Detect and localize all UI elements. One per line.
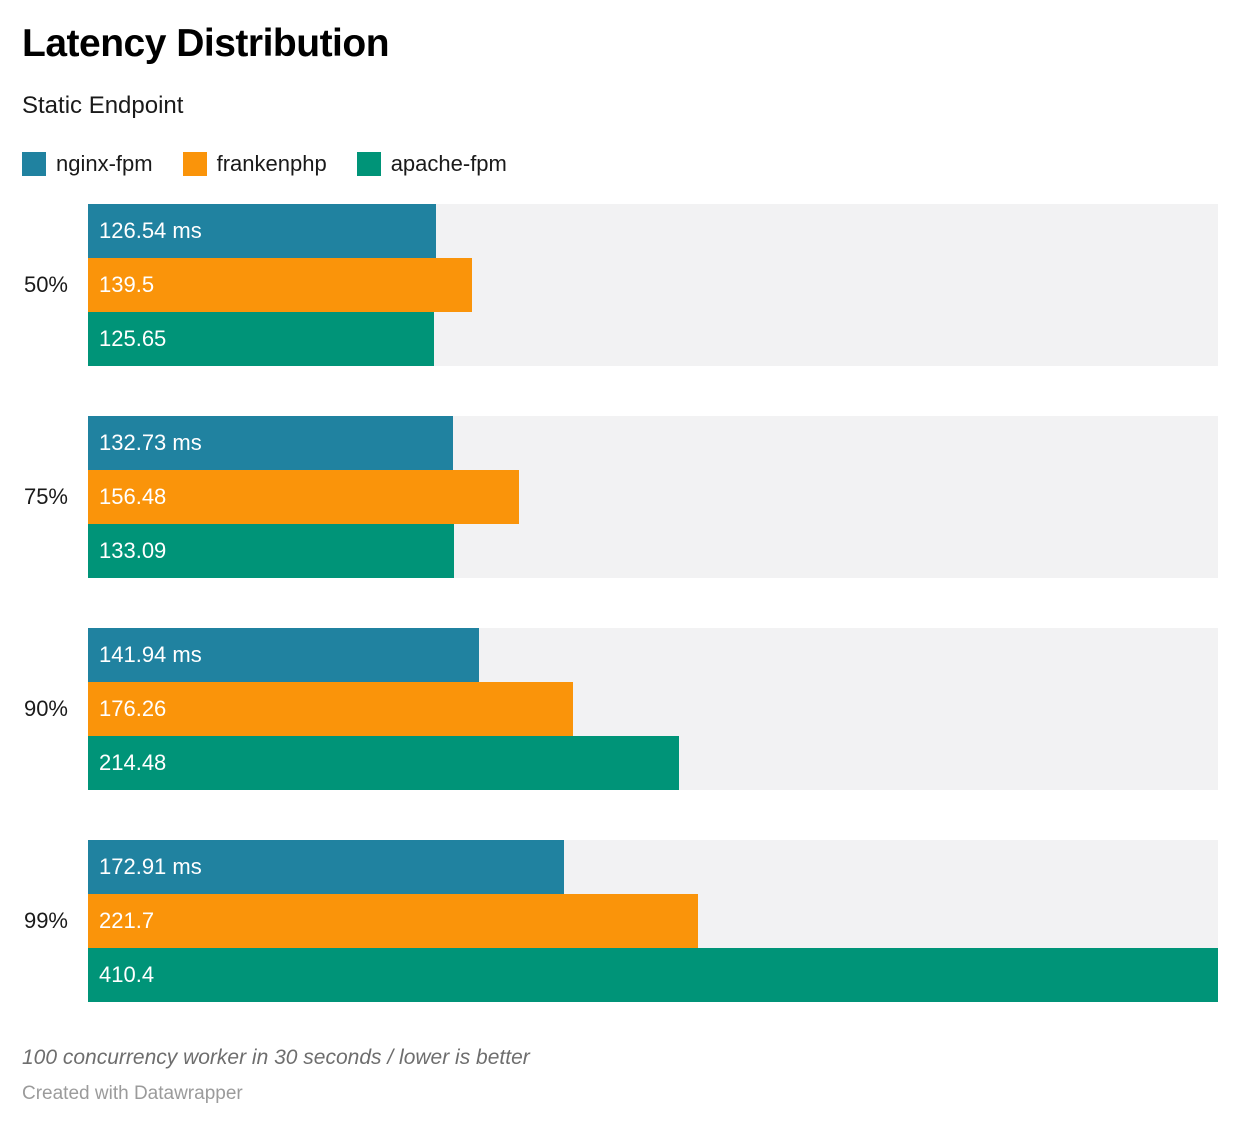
legend-item-apache-fpm: apache-fpm xyxy=(356,150,507,177)
bar-track: 132.73 ms 156.48 133.09 xyxy=(88,415,1218,578)
legend-swatch-nginx-fpm xyxy=(22,151,46,176)
bar-value-label: 125.65 xyxy=(99,325,167,351)
bar-value-label: 139.5 xyxy=(99,271,155,297)
legend-label: nginx-fpm xyxy=(56,150,153,176)
bar-frankenphp[interactable]: 139.5 xyxy=(88,257,473,312)
bar-group-99pct: 99% 172.91 ms 221.7 410.4 xyxy=(22,839,1218,1002)
bar-value-label: 141.94 ms xyxy=(99,641,202,667)
bar-frankenphp[interactable]: 176.26 xyxy=(88,681,574,736)
bar-value-label: 214.48 xyxy=(99,749,167,775)
bar-row: 214.48 xyxy=(88,735,1218,790)
bar-value-label: 221.7 xyxy=(99,907,155,933)
bar-value-label: 126.54 ms xyxy=(99,217,202,243)
bar-frankenphp[interactable]: 156.48 xyxy=(88,469,519,524)
bar-row: 410.4 xyxy=(88,947,1218,1002)
bar-row: 221.7 xyxy=(88,893,1218,948)
bar-group-90pct: 90% 141.94 ms 176.26 214.48 xyxy=(22,627,1218,790)
chart-subtitle: Static Endpoint xyxy=(22,91,184,119)
legend-label: apache-fpm xyxy=(390,150,507,176)
bar-row: 156.48 xyxy=(88,469,1218,524)
bar-value-label: 156.48 xyxy=(99,483,167,509)
footer-note: 100 concurrency worker in 30 seconds / l… xyxy=(22,1045,530,1069)
bar-value-label: 172.91 ms xyxy=(99,853,202,879)
bar-apache-fpm[interactable]: 214.48 xyxy=(88,735,679,790)
chart-title: Latency Distribution xyxy=(22,22,390,65)
datawrapper-attribution: Created with Datawrapper xyxy=(22,1082,243,1104)
bar-row: 125.65 xyxy=(88,311,1218,366)
bar-group-50pct: 50% 126.54 ms 139.5 125.65 xyxy=(22,203,1218,366)
category-label: 50% xyxy=(23,271,68,297)
bar-apache-fpm[interactable]: 410.4 xyxy=(88,947,1218,1002)
category-label: 99% xyxy=(23,907,68,933)
legend-item-frankenphp: frankenphp xyxy=(182,150,327,177)
bar-track: 141.94 ms 176.26 214.48 xyxy=(88,627,1218,790)
bar-nginx-fpm[interactable]: 172.91 ms xyxy=(88,839,565,894)
plot-area: 50% 126.54 ms 139.5 125.65 75% 132.73 ms 156.4… xyxy=(22,203,1218,1002)
legend: nginx-fpm frankenphp apache-fpm xyxy=(22,151,1218,177)
legend-label: frankenphp xyxy=(216,150,327,176)
bar-row: 132.73 ms xyxy=(88,415,1218,470)
bar-frankenphp[interactable]: 221.7 xyxy=(88,893,699,948)
bar-value-label: 132.73 ms xyxy=(99,429,202,455)
bar-row: 133.09 xyxy=(88,523,1218,578)
bar-group-75pct: 75% 132.73 ms 156.48 133.09 xyxy=(22,415,1218,578)
category-label: 90% xyxy=(23,695,68,721)
legend-item-nginx-fpm: nginx-fpm xyxy=(22,151,153,177)
bar-nginx-fpm[interactable]: 132.73 ms xyxy=(88,415,454,470)
bar-row: 141.94 ms xyxy=(88,627,1218,682)
legend-swatch-apache-fpm xyxy=(356,151,381,176)
bar-row: 176.26 xyxy=(88,681,1218,736)
bar-apache-fpm[interactable]: 133.09 xyxy=(88,523,455,578)
bar-value-label: 176.26 xyxy=(99,695,167,721)
bar-row: 172.91 ms xyxy=(88,839,1218,894)
bar-track: 172.91 ms 221.7 410.4 xyxy=(88,839,1218,1002)
legend-swatch-frankenphp xyxy=(182,151,207,176)
bar-row: 126.54 ms xyxy=(88,203,1218,258)
bar-row: 139.5 xyxy=(88,257,1218,312)
bar-value-label: 133.09 xyxy=(99,537,167,563)
bar-value-label: 410.4 xyxy=(99,961,155,987)
bar-apache-fpm[interactable]: 125.65 xyxy=(88,311,434,366)
bar-nginx-fpm[interactable]: 126.54 ms xyxy=(88,203,437,258)
bar-track: 126.54 ms 139.5 125.65 xyxy=(88,203,1218,366)
category-label: 75% xyxy=(23,483,68,509)
bar-nginx-fpm[interactable]: 141.94 ms xyxy=(88,627,479,682)
